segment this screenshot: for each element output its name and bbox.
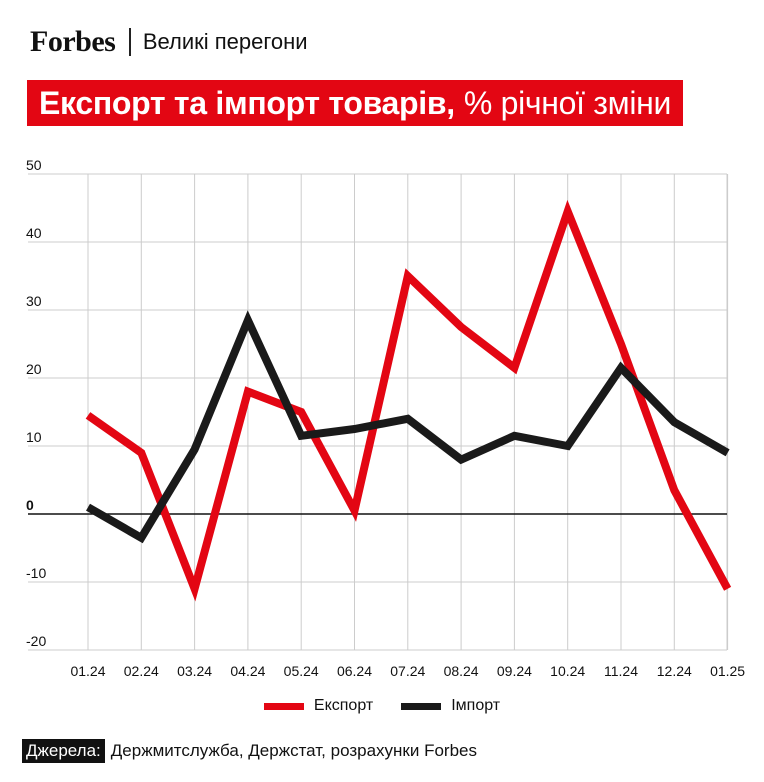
y-tick-label: 50 xyxy=(26,157,42,173)
y-tick-label: 20 xyxy=(26,361,42,377)
x-tick-label: 12.24 xyxy=(657,663,692,679)
x-tick-label: 09.24 xyxy=(497,663,532,679)
x-tick-label: 10.24 xyxy=(550,663,585,679)
x-tick-label: 03.24 xyxy=(177,663,212,679)
line-chart: -20 -10 0 10 20 30 40 50 01.24 02.24 03.24 04.24 05.… xyxy=(26,157,745,679)
x-tick-label: 06.24 xyxy=(337,663,372,679)
x-tick-label: 01.24 xyxy=(70,663,105,679)
y-tick-label: -10 xyxy=(26,565,46,581)
x-tick-label: 04.24 xyxy=(230,663,265,679)
legend-item-export: Експорт xyxy=(263,697,374,715)
x-tick-label: 11.24 xyxy=(604,663,638,679)
x-tick-label: 07.24 xyxy=(390,663,425,679)
x-tick-label: 02.24 xyxy=(124,663,159,679)
series-line-export xyxy=(85,199,732,602)
chart-subtitle: % річної зміни xyxy=(463,84,672,121)
y-tick-label: -20 xyxy=(26,633,46,649)
legend-item-import: Імпорт xyxy=(401,697,500,715)
y-tick-label: 10 xyxy=(26,429,42,445)
x-tick-label: 05.24 xyxy=(284,663,319,679)
legend-swatch-export xyxy=(263,702,304,710)
source-note: Джерела: Держмитслужба, Держстат, розрах… xyxy=(22,738,477,764)
series-line-import xyxy=(86,310,730,544)
x-tick-label: 08.24 xyxy=(444,663,479,679)
chart-title-banner: Експорт та імпорт товарів, % річної змін… xyxy=(27,80,684,126)
forbes-logo: Forbes xyxy=(30,25,116,58)
y-tick-label: 0 xyxy=(26,497,34,513)
section-title: Великі перегони xyxy=(142,29,308,54)
legend-swatch-import xyxy=(401,702,442,710)
legend-label-import: Імпорт xyxy=(451,697,501,714)
chart-legend: Експорт Імпорт xyxy=(0,694,764,718)
x-tick-label: 01.25 xyxy=(710,663,745,679)
header-brand: Forbes Великі перегони xyxy=(30,24,308,60)
y-tick-label: 30 xyxy=(26,293,42,309)
header-divider xyxy=(129,28,131,56)
source-label: Джерела: xyxy=(22,739,105,763)
legend-label-export: Експорт xyxy=(313,697,374,714)
y-tick-label: 40 xyxy=(26,225,42,241)
chart-title: Експорт та імпорт товарів, xyxy=(39,84,455,121)
source-text: Держмитслужба, Держстат, розрахунки Forb… xyxy=(110,741,477,760)
